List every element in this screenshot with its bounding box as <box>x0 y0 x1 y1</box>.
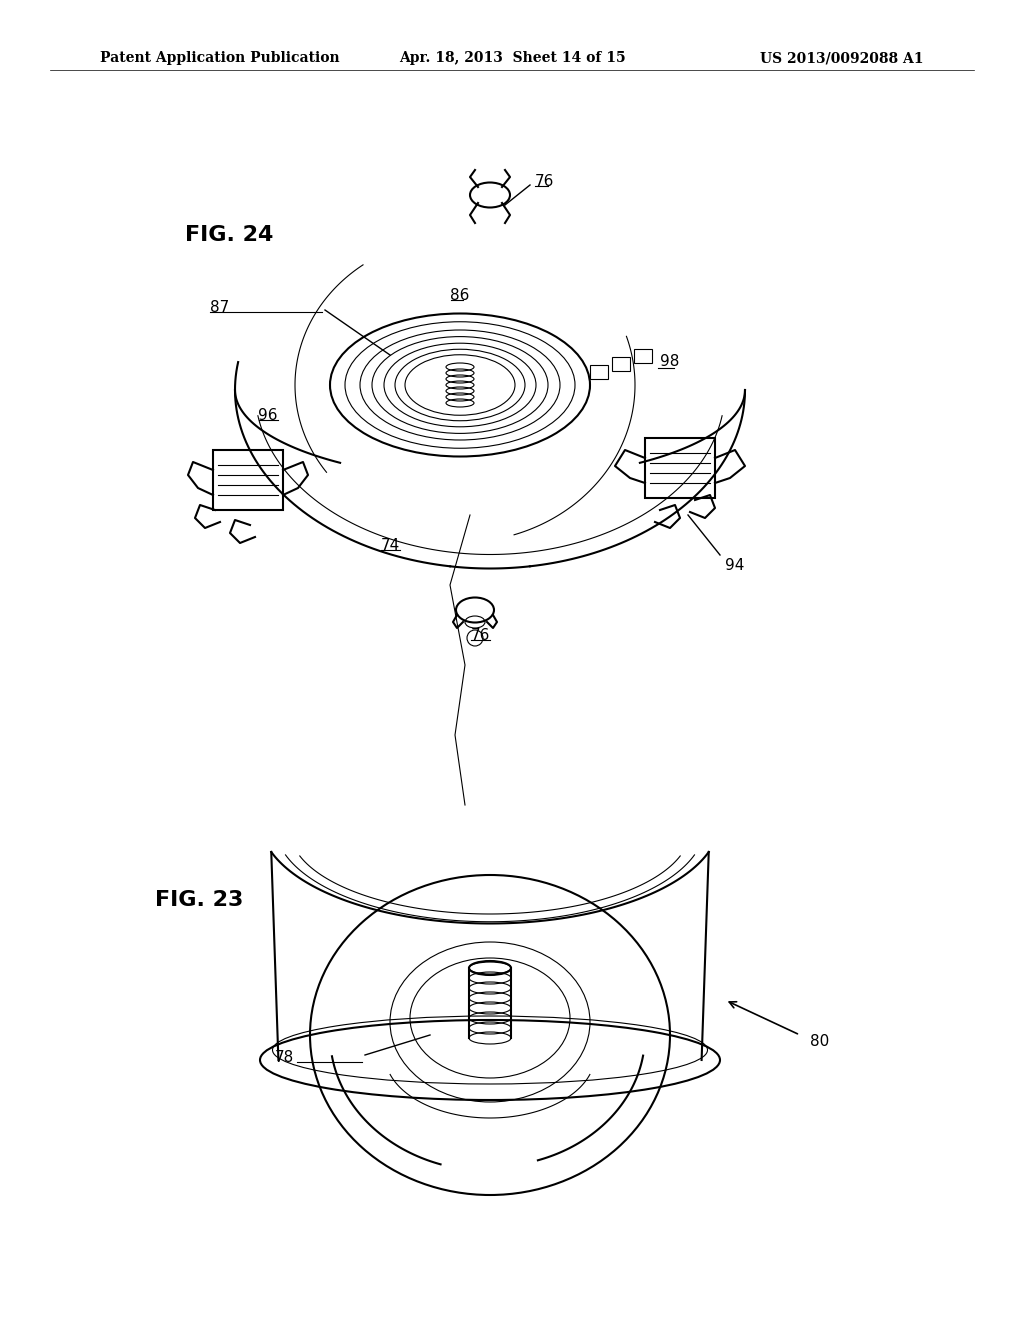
Text: 80: 80 <box>810 1035 829 1049</box>
Text: 78: 78 <box>275 1051 294 1065</box>
Text: FIG. 24: FIG. 24 <box>185 224 273 246</box>
Bar <box>645 438 715 498</box>
Bar <box>213 450 283 510</box>
Text: 94: 94 <box>725 557 744 573</box>
Text: 76: 76 <box>535 174 554 190</box>
Bar <box>590 366 608 379</box>
Text: 74: 74 <box>380 537 399 553</box>
Text: 87: 87 <box>210 301 229 315</box>
Text: 86: 86 <box>451 288 470 302</box>
Text: 76: 76 <box>470 627 489 643</box>
Text: FIG. 23: FIG. 23 <box>155 890 244 909</box>
Text: 98: 98 <box>660 355 679 370</box>
Bar <box>612 356 630 371</box>
Text: US 2013/0092088 A1: US 2013/0092088 A1 <box>761 51 924 65</box>
Bar <box>634 348 652 363</box>
Text: Apr. 18, 2013  Sheet 14 of 15: Apr. 18, 2013 Sheet 14 of 15 <box>398 51 626 65</box>
Text: Patent Application Publication: Patent Application Publication <box>100 51 340 65</box>
Text: 96: 96 <box>258 408 278 422</box>
